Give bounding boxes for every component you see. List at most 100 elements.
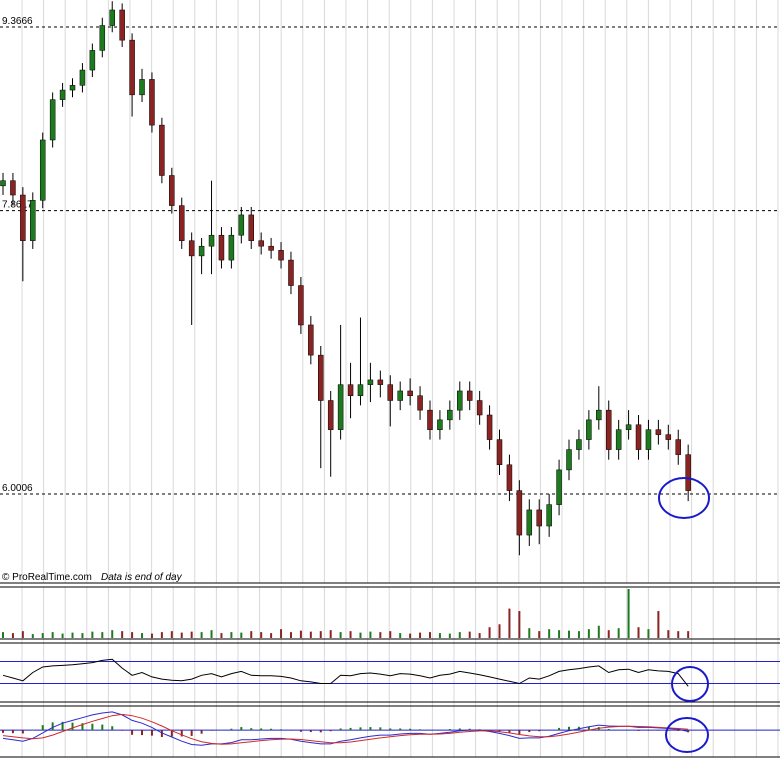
- y-tick-label: 7.8617: [2, 200, 33, 211]
- macd-histogram-bar: [180, 730, 183, 737]
- macd-histogram-bar: [349, 727, 352, 731]
- macd-histogram-bar: [210, 730, 213, 731]
- candle-body: [417, 395, 423, 411]
- macd-histogram-bar: [101, 724, 104, 731]
- source-label: © ProRealTime.com: [2, 572, 92, 583]
- macd-histogram-bar: [399, 728, 402, 731]
- volume-bar: [438, 633, 441, 638]
- candle-body: [129, 39, 135, 96]
- macd-histogram-bar: [538, 730, 541, 732]
- volume-bar: [498, 624, 501, 638]
- candle-body: [10, 180, 16, 196]
- macd-histogram-bar: [548, 729, 551, 731]
- macd-histogram-bar: [568, 726, 571, 731]
- candle-body: [685, 454, 691, 491]
- macd-macd-line: [2, 711, 689, 746]
- volume-bar: [170, 631, 173, 638]
- volume-bar: [51, 632, 54, 638]
- macd-histogram-bar: [647, 730, 650, 731]
- volume-bar: [627, 589, 630, 638]
- volume-bar: [289, 632, 292, 638]
- macd-histogram-bar: [41, 725, 44, 731]
- candle-body: [546, 504, 552, 527]
- volume-bar: [200, 632, 203, 638]
- candle-body: [198, 245, 205, 257]
- candle-body: [248, 214, 254, 241]
- candle-body: [645, 429, 652, 450]
- volume-bar: [597, 625, 600, 638]
- volume-bar: [250, 631, 253, 638]
- candle-body: [367, 379, 374, 385]
- volume-bar: [419, 632, 422, 638]
- macd-histogram-bar: [488, 730, 491, 731]
- macd-histogram-bar: [81, 723, 84, 731]
- macd-histogram-bar: [458, 728, 461, 731]
- volume-bar: [607, 630, 610, 638]
- macd-histogram-bar: [419, 729, 422, 731]
- macd-histogram-bar: [190, 730, 193, 736]
- volume-bar: [468, 631, 471, 638]
- candle-body: [486, 414, 493, 440]
- volume-bar: [260, 632, 263, 638]
- candle-body: [526, 509, 533, 536]
- highlight-circle: [671, 666, 709, 702]
- candle-body: [605, 409, 612, 450]
- volume-bar: [428, 632, 431, 638]
- y-tick-label: 9.3666: [2, 16, 33, 27]
- volume-bar: [617, 628, 620, 638]
- macd-histogram-bar: [91, 723, 94, 731]
- candle-body: [625, 424, 632, 430]
- macd-histogram-bar: [627, 730, 630, 731]
- volume-bar: [150, 633, 153, 638]
- volume-bar: [121, 631, 124, 638]
- volume-bar: [478, 633, 481, 638]
- volume-bar: [448, 633, 451, 638]
- macd-histogram-bar: [468, 728, 471, 731]
- volume-bar: [61, 633, 64, 638]
- vertical-grid: [21, 0, 779, 757]
- macd-histogram-bar: [250, 728, 253, 731]
- macd-histogram-bar: [438, 729, 441, 731]
- macd-histogram-bar: [51, 722, 54, 731]
- candle-body: [258, 240, 264, 247]
- candle-body: [59, 89, 66, 100]
- candle-body: [397, 390, 403, 401]
- candle-body: [268, 245, 274, 251]
- volume-bar: [528, 628, 531, 638]
- volume-bar: [379, 632, 382, 638]
- volume-bar: [280, 629, 283, 638]
- candle-body: [99, 25, 106, 51]
- candle-body: [387, 384, 394, 401]
- volume-bar: [210, 630, 213, 638]
- macd-histogram-bar: [220, 729, 223, 731]
- candle-body: [506, 464, 513, 491]
- macd-histogram-bar: [200, 730, 203, 734]
- volume-bar: [101, 632, 104, 638]
- candle-body: [238, 214, 245, 236]
- macd-histogram-bar: [230, 728, 233, 731]
- macd-histogram-bar: [587, 726, 590, 731]
- candle-body: [188, 240, 195, 257]
- candle-body: [596, 409, 602, 421]
- macd-histogram-bar: [111, 726, 114, 731]
- macd-histogram-bar: [359, 727, 362, 731]
- macd-histogram-bar: [389, 728, 392, 731]
- candle-body: [615, 429, 622, 450]
- candle-body: [407, 390, 413, 396]
- candle-body: [586, 419, 592, 440]
- macd-histogram-bar: [528, 730, 531, 733]
- volume-bar: [409, 633, 412, 638]
- candle-body: [347, 384, 354, 396]
- volume-bar: [230, 632, 233, 638]
- volume-bar: [180, 632, 183, 638]
- candle-body: [635, 424, 642, 450]
- volume-bar: [488, 627, 491, 638]
- volume-bar: [11, 633, 14, 638]
- volume-bar: [577, 631, 580, 638]
- volume-bar: [558, 630, 561, 638]
- volume-bar: [667, 630, 670, 638]
- volume-bar: [319, 631, 322, 638]
